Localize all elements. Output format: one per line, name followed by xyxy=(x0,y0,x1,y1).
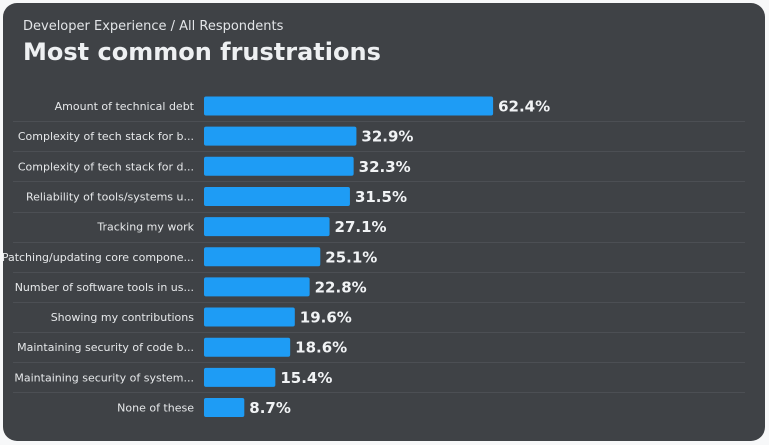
bar xyxy=(204,217,330,237)
value-label: 31.5% xyxy=(355,188,407,206)
category-label: None of these xyxy=(117,402,194,415)
bar xyxy=(204,337,291,357)
category-label: Complexity of tech stack for b... xyxy=(18,130,194,143)
category-label: Amount of technical debt xyxy=(55,100,195,113)
value-label: 19.6% xyxy=(300,309,352,327)
bar xyxy=(204,277,310,297)
value-label: 32.9% xyxy=(361,128,413,146)
chart-card: Developer Experience / All Respondents M… xyxy=(3,3,765,441)
value-label: 8.7% xyxy=(249,399,291,417)
bar xyxy=(204,398,245,417)
value-label: 25.1% xyxy=(325,248,377,266)
category-label: Patching/updating core compone... xyxy=(3,251,194,264)
bar xyxy=(204,126,357,146)
bar xyxy=(204,247,321,267)
bar xyxy=(204,307,295,327)
category-label: Tracking my work xyxy=(96,221,194,234)
category-label: Maintaining security of system... xyxy=(14,371,194,384)
category-label: Maintaining security of code b... xyxy=(17,341,194,354)
chart-title: Most common frustrations xyxy=(23,38,381,66)
value-label: 22.8% xyxy=(315,278,367,296)
value-label: 62.4% xyxy=(498,98,550,116)
value-label: 18.6% xyxy=(295,339,347,357)
category-label: Complexity of tech stack for d... xyxy=(18,160,194,173)
bar xyxy=(204,186,350,206)
bar xyxy=(204,96,494,116)
value-label: 32.3% xyxy=(359,158,411,176)
bar xyxy=(204,367,276,387)
category-label: Reliability of tools/systems u... xyxy=(26,190,194,203)
value-label: 15.4% xyxy=(280,369,332,387)
category-label: Showing my contributions xyxy=(51,311,195,324)
value-label: 27.1% xyxy=(335,218,387,236)
breadcrumb: Developer Experience / All Respondents xyxy=(23,19,284,34)
bar-chart: Amount of technical debt 62.4% Complexity … xyxy=(3,96,745,417)
bar xyxy=(204,156,354,176)
category-label: Number of software tools in us... xyxy=(15,281,194,294)
